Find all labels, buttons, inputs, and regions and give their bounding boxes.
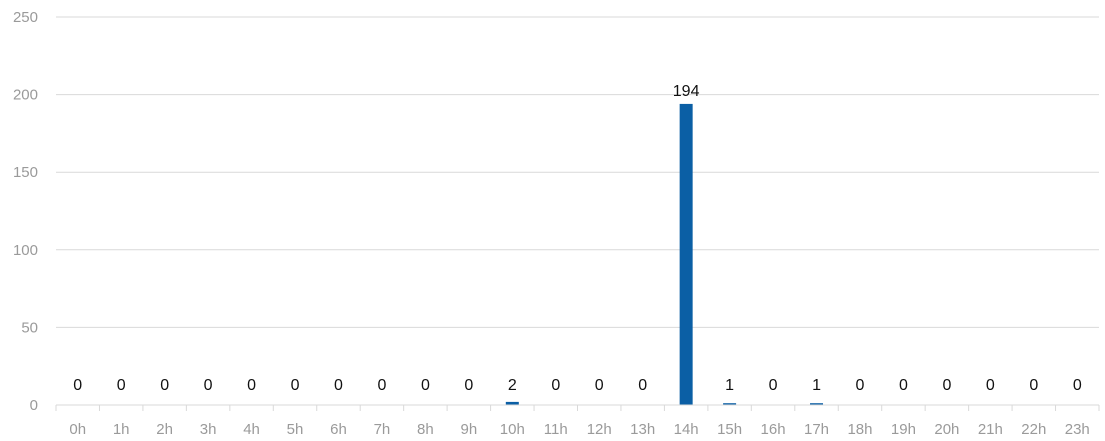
x-tick-label: 3h <box>200 421 217 438</box>
y-tick-label: 250 <box>13 9 38 26</box>
data-label: 2 <box>508 377 517 394</box>
x-tick-label: 6h <box>330 421 347 438</box>
data-label: 0 <box>73 377 82 394</box>
data-label: 0 <box>464 377 473 394</box>
gridlines <box>56 16 1099 328</box>
data-label: 194 <box>673 83 700 100</box>
x-tick-label: 2h <box>156 421 173 438</box>
bars <box>505 103 824 406</box>
data-label: 0 <box>291 377 300 394</box>
bar <box>810 403 824 405</box>
x-tick-label: 4h <box>243 421 260 438</box>
data-label: 0 <box>377 377 386 394</box>
data-label: 0 <box>117 377 126 394</box>
data-label: 0 <box>204 377 213 394</box>
data-labels: 0 0 0 0 0 0 0 0 0 0 2 0 0 0 194 1 0 1 0 0 0 0 0 0 <box>73 83 1082 394</box>
bar <box>505 401 519 405</box>
x-tick-label: 1h <box>113 421 130 438</box>
x-tick-label: 12h <box>587 421 612 438</box>
data-label: 1 <box>812 377 821 394</box>
x-tick-label: 16h <box>761 421 786 438</box>
x-tick-label: 18h <box>847 421 872 438</box>
x-tick-label: 13h <box>630 421 655 438</box>
y-tick-label: 50 <box>21 319 38 336</box>
x-tick-label: 5h <box>287 421 304 438</box>
data-label: 0 <box>551 377 560 394</box>
y-tick-label: 150 <box>13 164 38 181</box>
x-tick-label: 15h <box>717 421 742 438</box>
x-tick-label: 19h <box>891 421 916 438</box>
x-tick-label: 8h <box>417 421 434 438</box>
data-label: 0 <box>899 377 908 394</box>
y-tick-label: 0 <box>30 397 38 414</box>
x-tick-label: 9h <box>461 421 478 438</box>
data-label: 0 <box>595 377 604 394</box>
x-tick-label: 21h <box>978 421 1003 438</box>
data-label: 0 <box>986 377 995 394</box>
data-label: 0 <box>160 377 169 394</box>
data-label: 0 <box>421 377 430 394</box>
data-label: 1 <box>725 377 734 394</box>
data-label: 0 <box>769 377 778 394</box>
y-tick-label: 100 <box>13 242 38 259</box>
x-tick-label: 10h <box>500 421 525 438</box>
x-tick-label: 23h <box>1065 421 1090 438</box>
x-tick-label: 11h <box>544 421 568 438</box>
x-tick-label: 20h <box>934 421 959 438</box>
x-tick-label: 17h <box>804 421 829 438</box>
bar <box>679 103 693 406</box>
bar <box>723 403 737 405</box>
data-label: 0 <box>638 377 647 394</box>
x-tick-label: 7h <box>374 421 391 438</box>
data-label: 0 <box>1073 377 1082 394</box>
data-label: 0 <box>856 377 865 394</box>
x-tick-label: 0h <box>69 421 86 438</box>
data-label: 0 <box>334 377 343 394</box>
data-label: 0 <box>942 377 951 394</box>
data-label: 0 <box>247 377 256 394</box>
data-label: 0 <box>1029 377 1038 394</box>
x-tick-label: 22h <box>1021 421 1046 438</box>
x-tick-label: 14h <box>674 421 699 438</box>
y-axis-ticks: 0 50 100 150 200 250 <box>13 9 38 414</box>
y-tick-label: 200 <box>13 87 38 104</box>
x-axis: 0h 1h 2h 3h 4h 5h 6h 7h 8h 9h 10h 11h 12h 13h 14h 15h 16… <box>55 404 1100 438</box>
